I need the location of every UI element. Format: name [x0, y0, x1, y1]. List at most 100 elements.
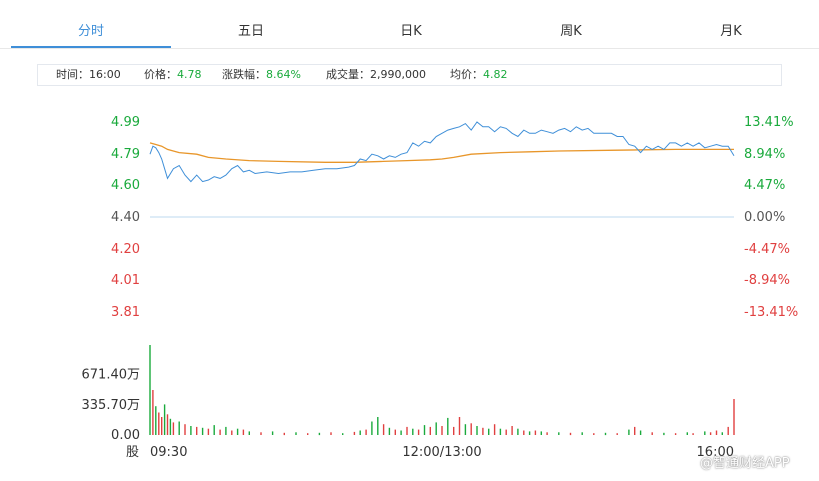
volume-bar — [184, 424, 186, 435]
volume-bar — [534, 430, 537, 435]
info-avg-price: 均价：4.82 — [450, 68, 508, 81]
volume-bar — [464, 424, 467, 435]
volume-bar — [458, 417, 461, 435]
volume-bars — [149, 345, 735, 436]
volume-bar — [166, 414, 169, 435]
tab-five-day[interactable]: 五日 — [237, 24, 264, 39]
volume-bar — [412, 428, 414, 435]
volume-bar — [581, 432, 583, 435]
time-tick-label: 16:00 — [697, 445, 734, 460]
volume-bar — [161, 417, 163, 435]
price-tick-label: 4.20 — [111, 242, 140, 257]
volume-bar — [260, 432, 262, 435]
volume-bar — [169, 418, 172, 435]
period-tabs: 分时 五日 日K 周K 月K — [0, 0, 819, 50]
volume-tick-label: 0.00 — [111, 428, 140, 443]
tab-intraday[interactable]: 分时 — [77, 24, 104, 39]
volume-bar — [686, 432, 688, 435]
price-tick-label: 4.99 — [111, 115, 140, 130]
price-line — [149, 121, 735, 183]
percent-tick-label: 8.94% — [744, 147, 785, 162]
volume-bar — [441, 426, 443, 435]
price-tick-label: 4.60 — [111, 178, 140, 193]
volume-bar — [382, 424, 385, 435]
volume-bar — [371, 421, 373, 435]
time-tick-label: 09:30 — [150, 445, 187, 460]
volume-bar — [721, 432, 723, 435]
volume-bar — [248, 431, 250, 435]
volume-bar — [663, 432, 665, 436]
watermark: @智通财经APP — [700, 456, 790, 471]
percent-tick-label: -4.47% — [744, 242, 790, 257]
volume-bar — [342, 433, 344, 435]
active-tab-indicator — [11, 46, 171, 48]
volume-bar — [482, 427, 484, 435]
volume-unit-label: 股 — [126, 445, 139, 460]
price-axis-left: 4.99 4.79 4.60 4.40 4.20 4.01 3.81 — [111, 115, 140, 320]
percent-tick-label: 0.00% — [744, 210, 785, 225]
volume-bar — [406, 426, 408, 435]
volume-bar — [476, 426, 478, 435]
volume-bar — [207, 428, 210, 435]
volume-bar — [727, 426, 729, 435]
volume-bar — [709, 432, 712, 435]
volume-bar — [155, 406, 157, 435]
volume-bar — [271, 431, 274, 435]
tab-daily-k[interactable]: 日K — [400, 24, 422, 39]
tabs-divider — [0, 48, 819, 49]
volume-bar — [429, 426, 431, 435]
volume-bar — [236, 428, 239, 435]
volume-bar — [353, 431, 356, 435]
volume-bar — [715, 430, 718, 435]
volume-bar — [330, 432, 332, 435]
volume-bar — [639, 430, 642, 435]
volume-bar — [540, 431, 542, 435]
volume-bar — [149, 345, 151, 435]
volume-bar — [318, 432, 321, 436]
volume-bar — [231, 430, 233, 435]
tab-weekly-k[interactable]: 周K — [560, 24, 582, 39]
tab-monthly-k[interactable]: 月K — [720, 24, 742, 39]
volume-bar — [505, 429, 507, 435]
volume-bar — [517, 428, 519, 435]
volume-bar — [359, 430, 361, 435]
volume-bar — [528, 431, 531, 435]
volume-bar — [201, 427, 204, 435]
volume-tick-label: 335.70万 — [82, 398, 141, 413]
volume-bar — [178, 421, 180, 435]
volume-bar — [470, 423, 472, 435]
percent-axis-right: 13.41% 8.94% 4.47% 0.00% -4.47% -8.94% -13.41% — [744, 115, 798, 320]
volume-bar — [674, 433, 677, 435]
volume-bar — [499, 428, 502, 435]
volume-bar — [651, 432, 653, 435]
volume-bar — [628, 429, 630, 435]
percent-tick-label: -13.41% — [744, 305, 798, 320]
volume-bar — [523, 430, 525, 435]
volume-bar — [488, 428, 490, 435]
volume-bar — [604, 432, 607, 436]
volume-bar — [283, 432, 285, 436]
volume-bar — [394, 429, 396, 435]
volume-bar — [172, 422, 175, 435]
price-tick-label: 4.79 — [111, 147, 140, 162]
volume-bar — [704, 431, 706, 435]
volume-bar — [511, 426, 513, 435]
volume-bar — [219, 429, 221, 435]
volume-bar — [493, 424, 496, 435]
volume-bar — [225, 426, 227, 435]
volume-bar — [152, 390, 154, 435]
volume-bar — [616, 433, 618, 435]
info-volume: 成交量：2,990,000 — [326, 68, 426, 81]
volume-bar — [435, 422, 437, 435]
info-time: 时间：16:00 — [56, 68, 121, 81]
volume-bar — [190, 426, 192, 435]
volume-bar — [196, 426, 198, 435]
percent-tick-label: 4.47% — [744, 178, 785, 193]
percent-tick-label: 13.41% — [744, 115, 794, 130]
volume-bar — [453, 426, 455, 435]
volume-bar — [423, 425, 426, 435]
volume-bar — [447, 417, 449, 435]
price-tick-label: 4.40 — [111, 210, 140, 225]
volume-bar — [213, 425, 215, 435]
